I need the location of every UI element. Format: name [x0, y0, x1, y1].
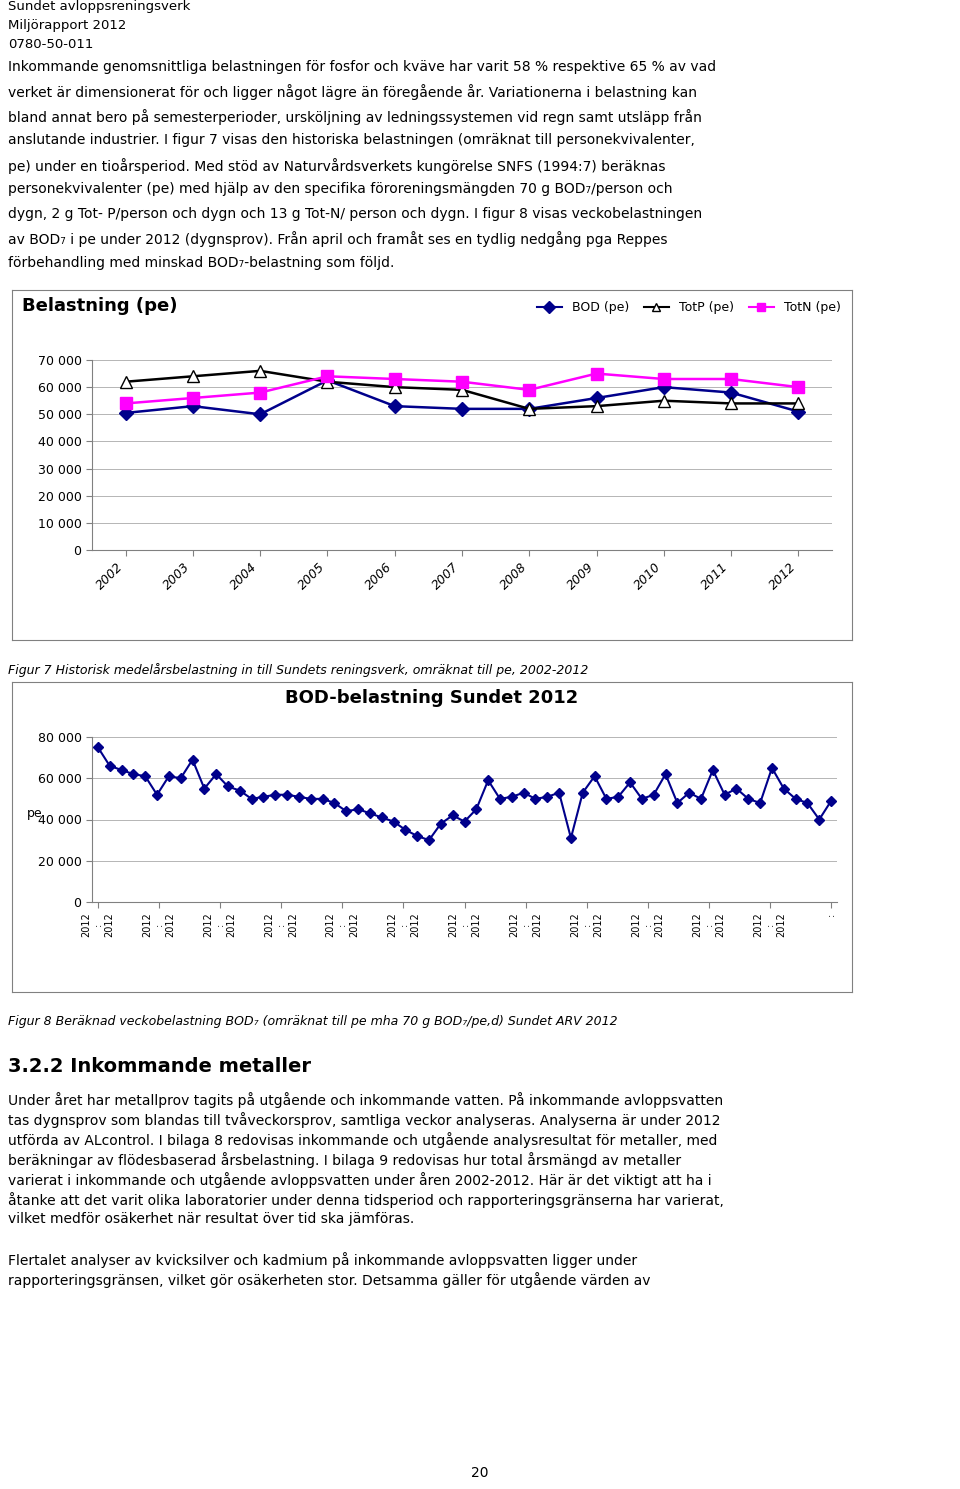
Text: tas dygnsprov som blandas till tvåveckorsprov, samtliga veckor analyseras. Analy: tas dygnsprov som blandas till tvåveckor…	[8, 1112, 720, 1129]
Text: 3.2.2 Inkommande metaller: 3.2.2 Inkommande metaller	[8, 1057, 311, 1077]
Text: anslutande industrier. I figur 7 visas den historiska belastningen (omräknat til: anslutande industrier. I figur 7 visas d…	[8, 134, 694, 147]
Y-axis label: pe: pe	[27, 807, 42, 819]
Text: 0780-50-011: 0780-50-011	[8, 39, 93, 51]
Text: Inkommande genomsnittliga belastningen för fosfor och kväve har varit 58 % respe: Inkommande genomsnittliga belastningen f…	[8, 60, 716, 74]
Text: Belastning (pe): Belastning (pe)	[21, 298, 177, 316]
Text: av BOD₇ i pe under 2012 (dygnsprov). Från april och framåt ses en tydlig nedgång: av BOD₇ i pe under 2012 (dygnsprov). Frå…	[8, 231, 667, 247]
Text: dygn, 2 g Tot- P/person och dygn och 13 g Tot-N/ person och dygn. I figur 8 visa: dygn, 2 g Tot- P/person och dygn och 13 …	[8, 207, 702, 220]
Text: 20: 20	[471, 1465, 489, 1480]
Legend: BOD (pe), TotP (pe), TotN (pe): BOD (pe), TotP (pe), TotN (pe)	[532, 296, 846, 319]
Text: BOD-belastning Sundet 2012: BOD-belastning Sundet 2012	[285, 689, 579, 707]
Text: personekvivalenter (pe) med hjälp av den specifika föroreningsmängden 70 g BOD₇/: personekvivalenter (pe) med hjälp av den…	[8, 182, 672, 197]
Text: rapporteringsgränsen, vilket gör osäkerheten stor. Detsamma gäller för utgående : rapporteringsgränsen, vilket gör osäkerh…	[8, 1272, 650, 1288]
Text: Under året har metallprov tagits på utgående och inkommande vatten. På inkommand: Under året har metallprov tagits på utgå…	[8, 1091, 723, 1108]
Text: pe) under en tioårsperiod. Med stöd av Naturvårdsverkets kungörelse SNFS (1994:7: pe) under en tioårsperiod. Med stöd av N…	[8, 158, 665, 174]
Text: vilket medför osäkerhet när resultat över tid ska jämföras.: vilket medför osäkerhet när resultat öve…	[8, 1212, 414, 1225]
Text: förbehandling med minskad BOD₇-belastning som följd.: förbehandling med minskad BOD₇-belastnin…	[8, 256, 394, 270]
Text: åtanke att det varit olika laboratorier under denna tidsperiod och rapporterings: åtanke att det varit olika laboratorier …	[8, 1193, 724, 1208]
Text: Sundet avloppsreningsverk: Sundet avloppsreningsverk	[8, 0, 190, 13]
Text: verket är dimensionerat för och ligger något lägre än föregående år. Variationer: verket är dimensionerat för och ligger n…	[8, 85, 697, 100]
Text: Miljörapport 2012: Miljörapport 2012	[8, 19, 126, 33]
Text: Figur 7 Historisk medelårsbelastning in till Sundets reningsverk, omräknat till : Figur 7 Historisk medelårsbelastning in …	[8, 663, 588, 677]
Text: Flertalet analyser av kvicksilver och kadmium på inkommande avloppsvatten ligger: Flertalet analyser av kvicksilver och ka…	[8, 1252, 636, 1269]
Text: Figur 8 Beräknad veckobelastning BOD₇ (omräknat till pe mha 70 g BOD₇/pe,d) Sund: Figur 8 Beräknad veckobelastning BOD₇ (o…	[8, 1015, 617, 1029]
Text: varierat i inkommande och utgående avloppsvatten under åren 2002-2012. Här är de: varierat i inkommande och utgående avlop…	[8, 1172, 711, 1188]
Text: bland annat bero på semesterperioder, ursköljning av ledningssystemen vid regn s: bland annat bero på semesterperioder, ur…	[8, 109, 702, 125]
Text: beräkningar av flödesbaserad årsbelastning. I bilaga 9 redovisas hur total årsmä: beräkningar av flödesbaserad årsbelastni…	[8, 1152, 681, 1167]
Text: utförda av ALcontrol. I bilaga 8 redovisas inkommande och utgående analysresulta: utförda av ALcontrol. I bilaga 8 redovis…	[8, 1132, 717, 1148]
